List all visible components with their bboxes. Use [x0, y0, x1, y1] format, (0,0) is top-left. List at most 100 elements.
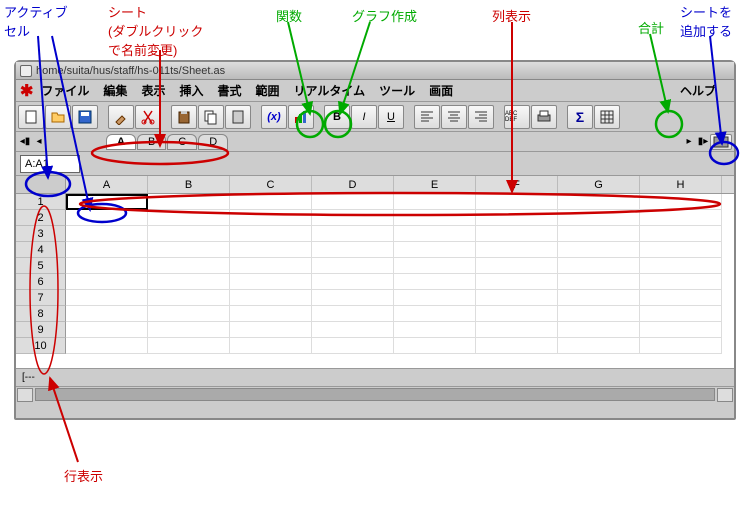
- cell[interactable]: [394, 194, 476, 210]
- save-button[interactable]: [72, 105, 98, 129]
- sheet-tab-d[interactable]: D: [198, 134, 228, 150]
- tab-nav-next[interactable]: ▸: [682, 134, 696, 150]
- cell[interactable]: [312, 226, 394, 242]
- col-header-b[interactable]: B: [148, 176, 230, 193]
- row-header[interactable]: 4: [16, 242, 66, 258]
- italic-button[interactable]: I: [351, 105, 377, 129]
- cell[interactable]: [230, 258, 312, 274]
- copy-button[interactable]: [198, 105, 224, 129]
- cell[interactable]: [640, 242, 722, 258]
- cell[interactable]: [558, 290, 640, 306]
- select-all-corner[interactable]: [16, 176, 66, 193]
- row-header[interactable]: 1: [16, 194, 66, 210]
- row-header[interactable]: 2: [16, 210, 66, 226]
- cell[interactable]: [476, 338, 558, 354]
- cell[interactable]: [66, 338, 148, 354]
- cell[interactable]: [230, 194, 312, 210]
- cell[interactable]: [312, 322, 394, 338]
- cell[interactable]: [394, 258, 476, 274]
- cell[interactable]: [640, 226, 722, 242]
- tab-nav-first[interactable]: ◂▮: [18, 134, 32, 150]
- cell[interactable]: [66, 322, 148, 338]
- clipboard-button[interactable]: [225, 105, 251, 129]
- cell[interactable]: [66, 210, 148, 226]
- cell[interactable]: [312, 258, 394, 274]
- cell[interactable]: [640, 306, 722, 322]
- cell[interactable]: [148, 258, 230, 274]
- cell[interactable]: [476, 226, 558, 242]
- cell[interactable]: [312, 274, 394, 290]
- cell[interactable]: [640, 258, 722, 274]
- menu-format[interactable]: 書式: [217, 82, 241, 99]
- window-menu-button[interactable]: [20, 65, 32, 77]
- cell[interactable]: [148, 210, 230, 226]
- underline-button[interactable]: U: [378, 105, 404, 129]
- align-right-button[interactable]: [468, 105, 494, 129]
- cell[interactable]: [640, 338, 722, 354]
- menu-tools[interactable]: ツール: [379, 82, 415, 99]
- menu-range[interactable]: 範囲: [255, 82, 279, 99]
- cell[interactable]: [148, 322, 230, 338]
- sheet-tab-c[interactable]: C: [167, 134, 197, 150]
- tab-nav-last[interactable]: ▮▸: [696, 134, 710, 150]
- cell[interactable]: [476, 290, 558, 306]
- cell[interactable]: [394, 210, 476, 226]
- paste-button[interactable]: [171, 105, 197, 129]
- tab-nav-prev[interactable]: ◂: [32, 134, 46, 150]
- cell[interactable]: [476, 194, 558, 210]
- format-button[interactable]: ABC DEF: [504, 105, 530, 129]
- col-header-g[interactable]: G: [558, 176, 640, 193]
- cell[interactable]: [66, 290, 148, 306]
- cell[interactable]: [230, 210, 312, 226]
- row-header[interactable]: 7: [16, 290, 66, 306]
- cell[interactable]: [640, 322, 722, 338]
- scroll-track[interactable]: [35, 388, 715, 401]
- row-header[interactable]: 9: [16, 322, 66, 338]
- cell[interactable]: [230, 274, 312, 290]
- cell[interactable]: [66, 258, 148, 274]
- cell[interactable]: [476, 274, 558, 290]
- row-header[interactable]: 6: [16, 274, 66, 290]
- cell[interactable]: [476, 322, 558, 338]
- bold-button[interactable]: B: [324, 105, 350, 129]
- name-box[interactable]: A:A1: [20, 155, 80, 173]
- cell[interactable]: [312, 242, 394, 258]
- row-header[interactable]: 5: [16, 258, 66, 274]
- cell[interactable]: [230, 338, 312, 354]
- cell[interactable]: [558, 306, 640, 322]
- cell[interactable]: [230, 242, 312, 258]
- cell[interactable]: [148, 306, 230, 322]
- grid-button[interactable]: [594, 105, 620, 129]
- cell[interactable]: [230, 290, 312, 306]
- cell[interactable]: [312, 290, 394, 306]
- cell[interactable]: [476, 306, 558, 322]
- print-button[interactable]: [531, 105, 557, 129]
- cell[interactable]: [640, 194, 722, 210]
- cell[interactable]: [640, 210, 722, 226]
- menu-view[interactable]: 表示: [141, 82, 165, 99]
- cell[interactable]: [394, 290, 476, 306]
- function-button[interactable]: (x): [261, 105, 287, 129]
- row-header[interactable]: 10: [16, 338, 66, 354]
- cell[interactable]: [148, 194, 230, 210]
- new-button[interactable]: [18, 105, 44, 129]
- cell[interactable]: [394, 242, 476, 258]
- cell[interactable]: [558, 274, 640, 290]
- open-button[interactable]: [45, 105, 71, 129]
- col-header-a[interactable]: A: [66, 176, 148, 193]
- cell[interactable]: [476, 210, 558, 226]
- menu-help[interactable]: ヘルプ: [680, 82, 716, 99]
- chart-button[interactable]: [288, 105, 314, 129]
- sheet-tab-a[interactable]: A: [106, 134, 136, 150]
- cell[interactable]: [558, 258, 640, 274]
- sheet-tab-b[interactable]: B: [137, 134, 166, 150]
- align-center-button[interactable]: [441, 105, 467, 129]
- cell[interactable]: [66, 242, 148, 258]
- row-header[interactable]: 3: [16, 226, 66, 242]
- cell[interactable]: [394, 338, 476, 354]
- cell[interactable]: [66, 226, 148, 242]
- menu-screen[interactable]: 画面: [429, 82, 453, 99]
- cell[interactable]: [230, 306, 312, 322]
- align-left-button[interactable]: [414, 105, 440, 129]
- col-header-c[interactable]: C: [230, 176, 312, 193]
